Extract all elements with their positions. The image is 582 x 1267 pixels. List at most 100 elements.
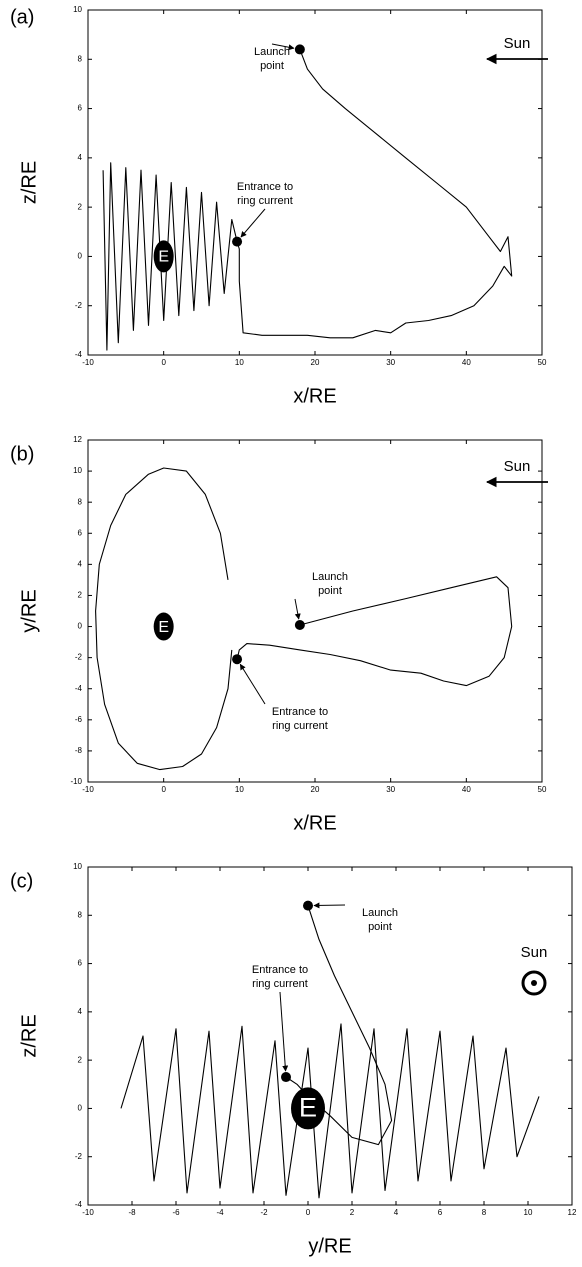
entrance-annotation: Entrance to [252,964,308,976]
x-axis-label: x/RE [293,812,336,834]
launch-annotation: point [318,585,342,597]
y-tick-label: -6 [75,715,83,724]
annotation-arrow [271,43,295,51]
x-tick-label: -6 [172,1208,180,1217]
launch-annotation: point [260,60,284,72]
launch-annotation: Launch [312,571,348,583]
y-tick-label: 10 [73,862,82,871]
y-tick-label: 2 [78,202,83,211]
entrance-annotation: Entrance to [237,181,293,193]
sun-label: Sun [504,35,531,52]
y-tick-label: -2 [75,301,83,310]
x-tick-label: 2 [350,1208,355,1217]
launch-annotation: point [368,921,392,933]
x-tick-label: 20 [311,785,320,794]
x-tick-label: 12 [568,1208,577,1217]
entrance-annotation: ring current [252,978,308,990]
x-tick-label: -8 [128,1208,136,1217]
launch-annotation: Launch [362,907,398,919]
earth [291,1087,325,1130]
y-tick-label: -4 [75,1200,83,1209]
earth-label: E [158,249,169,266]
point-marker [281,1072,291,1083]
annotation-arrow [279,991,289,1072]
y-tick-label: 8 [78,910,83,919]
entrance-annotation: Entrance to [272,706,328,718]
x-tick-label: -10 [82,358,94,367]
plot-frame [87,866,573,1206]
x-tick-label: -10 [82,785,94,794]
y-tick-label: 4 [78,1007,83,1016]
sun-label: Sun [504,458,531,475]
y-tick-label: -8 [75,746,83,755]
x-tick-label: 8 [482,1208,487,1217]
y-axis-label: z/RE [18,161,40,204]
y-tick-label: 2 [78,1055,83,1064]
entrance-annotation: ring current [237,195,293,207]
trajectory [236,49,513,339]
y-tick-label: 6 [78,959,83,968]
earth-label: E [158,619,169,636]
y-tick-label: 0 [78,622,83,631]
y-tick-label: 4 [78,153,83,162]
panel-label: (a) [10,6,34,28]
point-marker [294,44,305,55]
panel-label: (b) [10,443,34,465]
x-axis-label: x/RE [293,385,336,407]
x-tick-label: 50 [538,358,547,367]
panel-label: (c) [10,870,33,892]
y-tick-label: -2 [75,1152,83,1161]
x-tick-label: 0 [306,1208,311,1217]
y-tick-label: 4 [78,559,83,568]
y-tick-label: 6 [78,528,83,537]
x-tick-label: -4 [216,1208,224,1217]
y-tick-label: -2 [75,653,83,662]
x-tick-label: 4 [394,1208,399,1217]
earth [153,240,174,273]
annotation-arrow [239,663,266,705]
x-tick-label: 0 [161,785,166,794]
x-tick-label: 10 [235,785,244,794]
annotation-arrow [294,598,301,620]
x-tick-label: 50 [538,785,547,794]
y-tick-label: 0 [78,252,83,261]
y-tick-label: 2 [78,591,83,600]
x-tick-label: 40 [462,785,471,794]
y-tick-label: -4 [75,684,83,693]
point-marker [294,619,305,630]
x-tick-label: 10 [524,1208,533,1217]
y-tick-label: 8 [78,497,83,506]
point-marker [303,900,313,911]
point-marker [232,236,243,247]
x-tick-label: -10 [82,1208,94,1217]
sun-symbol-dot [531,980,537,986]
launch-annotation: Launch [254,46,290,58]
y-tick-label: 10 [73,466,82,475]
y-tick-label: 0 [78,1104,83,1113]
trajectory [120,1023,540,1199]
x-tick-label: 10 [235,358,244,367]
earth [153,612,174,641]
trajectory [236,576,513,687]
x-tick-label: 0 [161,358,166,367]
trajectory [95,467,233,771]
earth-label: E [299,1092,317,1123]
y-tick-label: -10 [70,777,82,786]
y-axis-label: z/RE [18,1014,40,1057]
y-tick-label: 10 [73,5,82,14]
y-axis-label: y/RE [18,589,40,632]
y-tick-label: -4 [75,350,83,359]
x-tick-label: 30 [386,785,395,794]
x-tick-label: 6 [438,1208,443,1217]
annotation-arrow [240,208,266,238]
annotation-arrow [313,902,346,909]
y-tick-label: 6 [78,104,83,113]
point-marker [232,654,243,665]
x-tick-label: 40 [462,358,471,367]
x-tick-label: 20 [311,358,320,367]
sun-label: Sun [521,944,548,961]
sun-symbol [521,970,547,996]
y-tick-label: 12 [73,435,82,444]
x-axis-label: y/RE [308,1235,351,1257]
